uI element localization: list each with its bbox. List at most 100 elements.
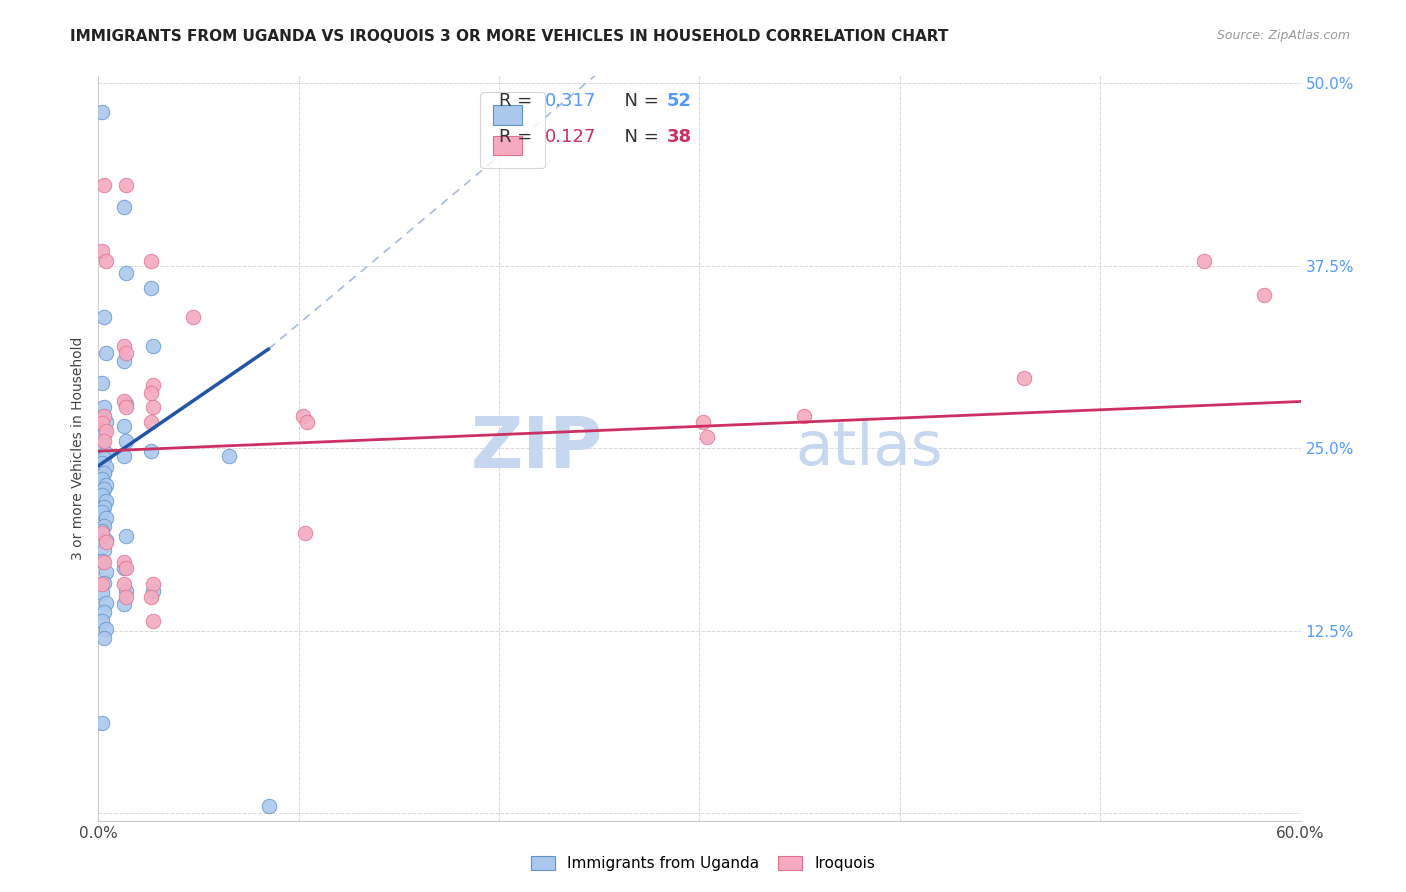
Point	[139, 385, 162, 400]
Point	[115, 178, 138, 193]
Point	[114, 555, 136, 569]
Point	[1194, 254, 1216, 268]
Point	[114, 353, 136, 368]
Text: R =: R =	[499, 128, 537, 146]
Text: R =: R =	[499, 92, 537, 111]
Point	[139, 591, 162, 605]
Point	[181, 310, 204, 324]
Point	[93, 434, 115, 448]
Point	[96, 460, 118, 475]
Point	[96, 533, 118, 548]
Point	[114, 449, 136, 463]
Point	[93, 543, 115, 558]
Text: 0.317: 0.317	[544, 92, 596, 111]
Legend: , : ,	[479, 92, 546, 169]
Text: Source: ZipAtlas.com: Source: ZipAtlas.com	[1216, 29, 1350, 42]
Point	[96, 477, 118, 491]
Point	[692, 415, 714, 429]
Point	[96, 445, 118, 459]
Point	[115, 591, 138, 605]
Point	[139, 415, 162, 429]
Point	[294, 525, 316, 540]
Point	[91, 586, 114, 600]
Point	[141, 401, 163, 415]
Point	[91, 506, 114, 520]
Point	[93, 482, 115, 496]
Point	[141, 577, 163, 591]
Point	[91, 472, 114, 486]
Text: N =: N =	[613, 92, 665, 111]
Point	[91, 525, 114, 540]
Point	[96, 596, 118, 610]
Point	[93, 555, 115, 569]
Point	[139, 254, 162, 268]
Point	[141, 339, 163, 353]
Point	[114, 598, 136, 612]
Point	[91, 488, 114, 502]
Point	[115, 266, 138, 280]
Point	[1012, 371, 1035, 385]
Point	[96, 493, 118, 508]
Text: 38: 38	[666, 128, 692, 146]
Point	[91, 577, 114, 591]
Point	[115, 561, 138, 575]
Point	[793, 409, 815, 423]
Point	[91, 376, 114, 390]
Point	[93, 310, 115, 324]
Point	[91, 614, 114, 628]
Point	[114, 577, 136, 591]
Point	[115, 401, 138, 415]
Point	[115, 529, 138, 543]
Point	[291, 409, 314, 423]
Point	[91, 244, 114, 258]
Point	[96, 424, 118, 438]
Point	[91, 715, 114, 730]
Point	[1253, 288, 1275, 302]
Point	[141, 584, 163, 599]
Point	[93, 451, 115, 466]
Text: N =: N =	[613, 128, 665, 146]
Point	[114, 419, 136, 434]
Point	[257, 799, 280, 814]
Point	[91, 524, 114, 539]
Point	[91, 438, 114, 452]
Point	[93, 409, 115, 423]
Point	[114, 200, 136, 214]
Point	[96, 534, 118, 549]
Text: 52: 52	[666, 92, 692, 111]
Point	[91, 105, 114, 120]
Point	[93, 518, 115, 533]
Point	[93, 401, 115, 415]
Point	[114, 339, 136, 353]
Text: ZIP: ZIP	[471, 414, 603, 483]
Point	[115, 434, 138, 448]
Point	[218, 449, 240, 463]
Point	[96, 566, 118, 580]
Point	[93, 426, 115, 441]
Point	[139, 444, 162, 458]
Point	[96, 415, 118, 429]
Point	[115, 346, 138, 360]
Point	[114, 561, 136, 575]
Point	[91, 456, 114, 470]
Point	[141, 378, 163, 392]
Point	[91, 417, 114, 431]
Point	[115, 397, 138, 411]
Point	[96, 623, 118, 637]
Point	[93, 500, 115, 514]
Point	[141, 614, 163, 628]
Point	[115, 584, 138, 599]
Point	[93, 631, 115, 645]
Legend: Immigrants from Uganda, Iroquois: Immigrants from Uganda, Iroquois	[524, 849, 882, 877]
Point	[96, 511, 118, 525]
Point	[96, 346, 118, 360]
Point	[91, 554, 114, 568]
Point	[93, 575, 115, 590]
Point	[696, 429, 718, 443]
Point	[93, 178, 115, 193]
Point	[114, 394, 136, 409]
Point	[139, 280, 162, 294]
Y-axis label: 3 or more Vehicles in Household: 3 or more Vehicles in Household	[72, 336, 86, 560]
Text: IMMIGRANTS FROM UGANDA VS IROQUOIS 3 OR MORE VEHICLES IN HOUSEHOLD CORRELATION C: IMMIGRANTS FROM UGANDA VS IROQUOIS 3 OR …	[70, 29, 949, 44]
Text: 0.127: 0.127	[544, 128, 596, 146]
